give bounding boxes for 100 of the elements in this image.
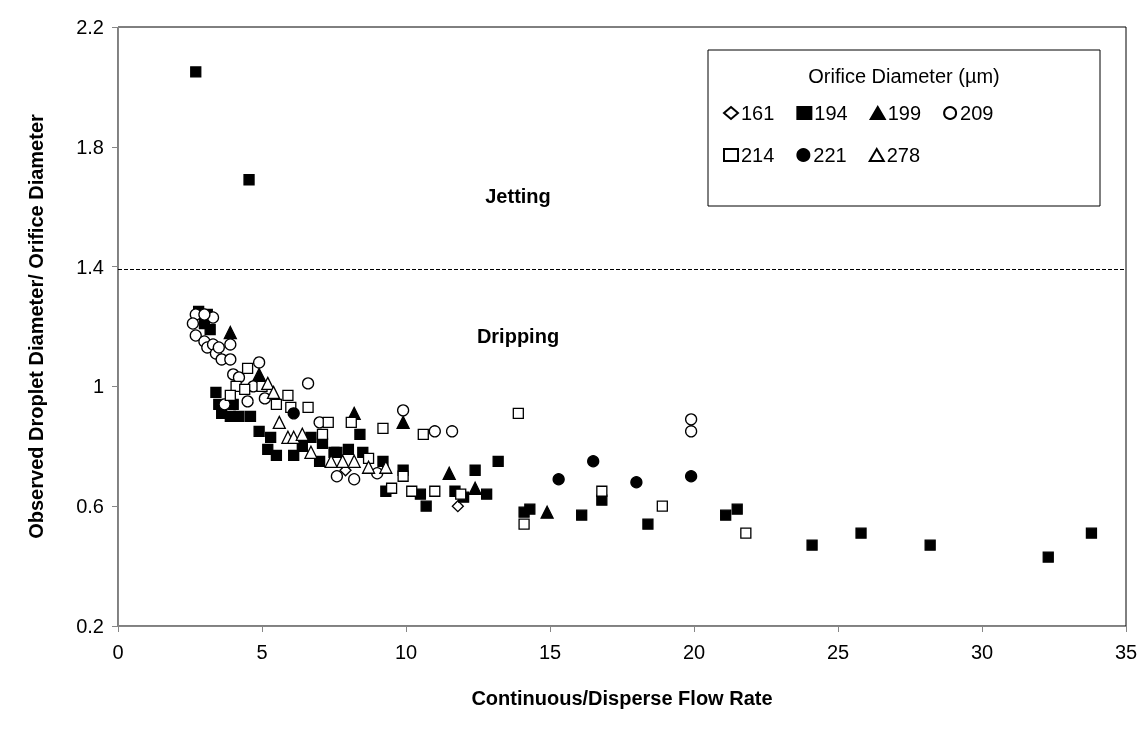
point	[212, 341, 225, 354]
x-tick-label: 20	[682, 641, 706, 663]
point	[469, 464, 481, 476]
annotation: Dripping	[476, 325, 560, 347]
point	[270, 398, 283, 411]
point	[587, 455, 600, 468]
point	[266, 385, 281, 400]
point	[304, 445, 318, 459]
point	[480, 488, 493, 500]
point	[186, 317, 200, 330]
point	[261, 376, 275, 391]
point	[855, 527, 867, 539]
point	[468, 481, 482, 495]
point	[442, 466, 456, 480]
point	[295, 427, 309, 441]
point	[224, 353, 237, 366]
x-tick-label: 15	[538, 641, 562, 663]
point	[445, 425, 459, 438]
point	[330, 470, 344, 483]
point	[224, 338, 237, 351]
point	[241, 362, 254, 375]
point	[1042, 551, 1054, 563]
point	[342, 443, 355, 455]
y-tick-label: 1.4	[76, 255, 104, 278]
point	[210, 386, 222, 399]
y-tick-label: 0.2	[76, 615, 104, 637]
point	[540, 505, 554, 519]
point	[806, 539, 818, 551]
point	[316, 428, 329, 440]
point	[322, 416, 334, 428]
point	[244, 410, 257, 422]
legend-label: 221	[813, 144, 847, 166]
point	[288, 449, 300, 461]
point	[243, 174, 255, 186]
point	[684, 470, 698, 483]
point	[233, 410, 245, 422]
point	[396, 404, 410, 417]
y-tick-label: 1.8	[76, 135, 104, 158]
annotation: Jetting	[485, 185, 551, 207]
point	[264, 431, 277, 443]
point	[385, 482, 398, 494]
point	[428, 425, 441, 438]
point	[720, 509, 732, 521]
point	[347, 454, 361, 468]
point	[420, 500, 432, 512]
point	[740, 527, 752, 539]
legend-label: 214	[741, 144, 775, 166]
point	[512, 407, 524, 420]
point	[684, 425, 698, 438]
point	[377, 422, 389, 434]
point	[258, 392, 272, 405]
point	[345, 416, 357, 428]
x-axis-title: Continuous/Disperse Flow Rate	[471, 687, 773, 709]
point	[324, 454, 338, 468]
y-tick-label: 2.2	[76, 16, 104, 38]
point	[731, 503, 743, 515]
point	[335, 454, 350, 468]
point	[552, 473, 565, 486]
point	[576, 509, 588, 521]
point	[270, 449, 283, 461]
x-tick-label: 10	[394, 641, 418, 663]
point	[684, 413, 698, 426]
point	[1085, 527, 1098, 539]
x-tick-label: 0	[112, 641, 124, 663]
point	[630, 476, 643, 489]
point	[223, 325, 237, 340]
point	[396, 415, 410, 429]
legend-label: 278	[886, 144, 921, 166]
point	[642, 518, 654, 530]
point	[204, 323, 216, 336]
point	[924, 539, 936, 551]
point	[379, 460, 393, 474]
legend-label: 194	[814, 102, 848, 124]
x-tick-label: 30	[970, 641, 994, 663]
point	[451, 500, 464, 513]
point	[302, 401, 314, 414]
point	[656, 500, 668, 512]
point	[282, 389, 294, 402]
point	[253, 425, 265, 437]
point	[301, 377, 315, 390]
point	[361, 460, 376, 474]
legend-label: 209	[960, 102, 994, 124]
point	[518, 518, 530, 530]
point	[224, 389, 236, 402]
x-tick-label: 25	[826, 641, 850, 663]
y-axis-title: Observed Droplet Diameter/ Orifice Diameter	[25, 113, 47, 539]
point	[397, 470, 409, 482]
point	[190, 66, 202, 78]
point	[354, 428, 366, 440]
point	[287, 407, 300, 420]
point	[239, 383, 251, 396]
legend-label: 161	[741, 102, 775, 124]
point	[241, 395, 254, 408]
y-tick-label: 1	[92, 375, 104, 398]
point	[492, 455, 504, 467]
legend-title: Orifice Diameter (µm)	[808, 65, 1000, 87]
point	[272, 415, 286, 429]
point	[417, 428, 429, 440]
x-tick-label: 5	[256, 641, 268, 663]
point	[252, 356, 266, 369]
